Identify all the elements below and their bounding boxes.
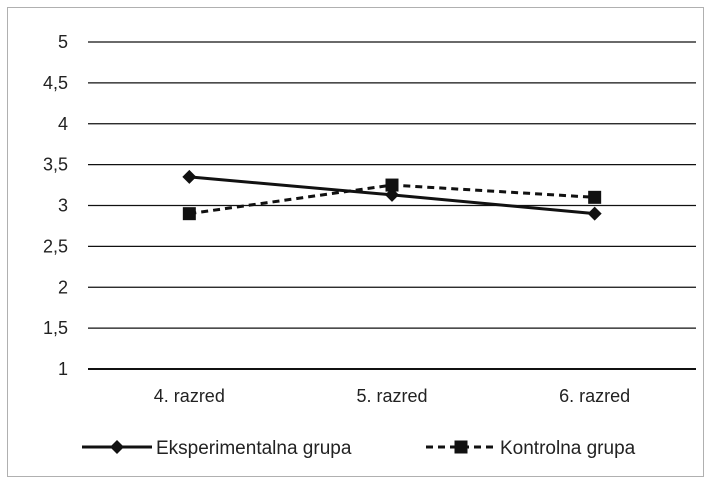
y-tick-label: 3 xyxy=(58,196,68,216)
chart-frame xyxy=(7,7,704,477)
y-tick-label: 4,5 xyxy=(43,73,68,93)
diamond-marker xyxy=(182,169,197,184)
y-tick-label: 2 xyxy=(58,277,68,297)
y-tick-label: 4 xyxy=(58,114,68,134)
y-axis-ticks: 1 1,5 2 2,5 3 3,5 4 4,5 5 xyxy=(43,32,68,379)
square-marker xyxy=(182,207,196,221)
square-marker xyxy=(385,178,399,192)
y-tick-label: 1 xyxy=(58,359,68,379)
x-axis-ticks: 4. razred 5. razred 6. razred xyxy=(154,386,630,406)
legend-label: Kontrolna grupa xyxy=(500,438,636,459)
legend-label: Eksperimentalna grupa xyxy=(156,438,352,459)
y-tick-label: 5 xyxy=(58,32,68,52)
y-tick-label: 2,5 xyxy=(43,236,68,256)
legend-marker-1 xyxy=(110,440,124,454)
x-tick-label: 6. razred xyxy=(559,386,630,406)
legend: Eksperimentalna grupa Kontrolna grupa xyxy=(82,438,636,459)
square-marker xyxy=(588,190,602,204)
y-tick-label: 1,5 xyxy=(43,318,68,338)
diamond-marker xyxy=(587,206,602,221)
legend-marker-2 xyxy=(454,440,468,454)
gridlines xyxy=(88,41,696,370)
y-tick-label: 3,5 xyxy=(43,155,68,175)
series-layer xyxy=(182,169,602,221)
x-tick-label: 5. razred xyxy=(356,386,427,406)
x-tick-label: 4. razred xyxy=(154,386,225,406)
